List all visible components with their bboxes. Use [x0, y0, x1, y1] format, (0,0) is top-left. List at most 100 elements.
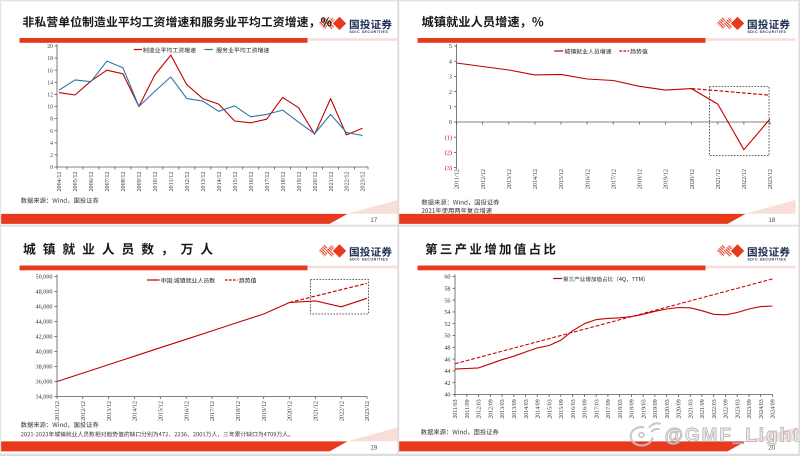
svg-text:18: 18 [47, 56, 53, 62]
svg-text:2022/03: 2022/03 [712, 399, 718, 418]
svg-text:SDIC SECURITIES: SDIC SECURITIES [349, 30, 388, 34]
svg-text:2016/12: 2016/12 [585, 169, 591, 189]
svg-text:16: 16 [47, 68, 53, 74]
svg-text:2005/12: 2005/12 [73, 172, 79, 192]
svg-text:12: 12 [47, 93, 53, 99]
svg-text:5: 5 [449, 43, 452, 50]
svg-text:2004/12: 2004/12 [57, 172, 63, 192]
svg-text:20: 20 [768, 445, 775, 452]
svg-text:14: 14 [47, 80, 53, 86]
svg-text:2006/12: 2006/12 [89, 172, 95, 192]
svg-text:38,000: 38,000 [35, 364, 52, 371]
svg-text:2016/12: 2016/12 [184, 401, 190, 421]
svg-text:(1): (1) [445, 134, 452, 141]
svg-text:0: 0 [50, 165, 53, 171]
svg-text:2011/12: 2011/12 [455, 169, 461, 189]
svg-text:2017/12: 2017/12 [210, 401, 216, 421]
svg-text:2014/03: 2014/03 [524, 399, 530, 418]
svg-text:2013/12: 2013/12 [201, 172, 207, 192]
svg-text:44: 44 [444, 368, 450, 375]
svg-text:18: 18 [768, 217, 775, 224]
svg-text:2024/03: 2024/03 [759, 399, 765, 418]
svg-text:2012/09: 2012/09 [489, 399, 495, 418]
svg-text:2011/09: 2011/09 [465, 399, 471, 418]
svg-text:2022/09: 2022/09 [724, 399, 730, 418]
svg-text:50,000: 50,000 [35, 274, 52, 281]
svg-text:52: 52 [444, 321, 450, 328]
svg-text:2014/12: 2014/12 [217, 172, 223, 192]
svg-text:2019/03: 2019/03 [641, 399, 647, 418]
svg-text:2018/03: 2018/03 [618, 399, 624, 418]
svg-text:2023/12: 2023/12 [365, 401, 371, 421]
svg-text:2020/12: 2020/12 [690, 169, 696, 189]
svg-text:2017/03: 2017/03 [594, 399, 600, 418]
svg-text:20: 20 [47, 44, 53, 50]
svg-text:2018/09: 2018/09 [630, 399, 636, 418]
svg-text:2018/12: 2018/12 [638, 169, 644, 189]
svg-text:2015/03: 2015/03 [547, 399, 553, 418]
svg-text:48: 48 [444, 345, 450, 352]
svg-text:36,000: 36,000 [35, 379, 52, 386]
svg-text:0: 0 [449, 119, 452, 126]
svg-text:2021/12: 2021/12 [716, 169, 722, 189]
svg-text:(2): (2) [445, 150, 452, 157]
svg-text:2020/12: 2020/12 [313, 172, 319, 192]
svg-text:2011/12: 2011/12 [169, 172, 175, 192]
svg-text:60: 60 [444, 274, 450, 281]
svg-text:40,000: 40,000 [35, 349, 52, 356]
svg-text:3: 3 [449, 74, 452, 81]
svg-text:2015/12: 2015/12 [159, 401, 165, 421]
svg-text:54: 54 [444, 309, 450, 316]
svg-text:2013/12: 2013/12 [507, 169, 513, 189]
svg-text:@GMF_Light: @GMF_Light [665, 425, 800, 446]
svg-text:2021/12: 2021/12 [314, 401, 320, 421]
svg-text:2017/12: 2017/12 [611, 169, 617, 189]
svg-text:2019/12: 2019/12 [297, 172, 303, 192]
svg-text:2015/12: 2015/12 [233, 172, 239, 192]
svg-text:2023/12: 2023/12 [361, 172, 367, 192]
svg-text:2021/09: 2021/09 [700, 399, 706, 418]
svg-text:2016/03: 2016/03 [571, 399, 577, 418]
svg-text:2022/12: 2022/12 [345, 172, 351, 192]
svg-text:48,000: 48,000 [35, 289, 52, 296]
svg-text:2020/12: 2020/12 [288, 401, 294, 421]
svg-text:2012/12: 2012/12 [481, 169, 487, 189]
svg-text:2008/12: 2008/12 [121, 172, 127, 192]
svg-text:50: 50 [444, 333, 450, 340]
svg-text:42: 42 [444, 380, 450, 387]
svg-text:SDIC SECURITIES: SDIC SECURITIES [349, 257, 388, 261]
svg-text:1: 1 [449, 104, 452, 111]
svg-text:2013/12: 2013/12 [107, 401, 113, 421]
svg-text:2: 2 [50, 153, 53, 159]
svg-text:2017/09: 2017/09 [606, 399, 612, 418]
svg-text:2017/12: 2017/12 [265, 172, 271, 192]
svg-text:58: 58 [444, 286, 450, 293]
svg-text:2020/09: 2020/09 [677, 399, 683, 418]
svg-text:2024/09: 2024/09 [771, 399, 777, 418]
svg-text:2023/03: 2023/03 [735, 399, 741, 418]
svg-text:46: 46 [444, 356, 450, 363]
svg-text:2012/12: 2012/12 [81, 401, 87, 421]
svg-text:40: 40 [444, 392, 450, 399]
svg-text:10: 10 [47, 105, 53, 111]
svg-text:2022/12: 2022/12 [742, 169, 748, 189]
svg-text:2014/12: 2014/12 [533, 169, 539, 189]
svg-text:6: 6 [50, 129, 53, 135]
svg-text:2013/03: 2013/03 [500, 399, 506, 418]
svg-text:2012/12: 2012/12 [185, 172, 191, 192]
svg-text:2018/12: 2018/12 [281, 172, 287, 192]
svg-text:2023/09: 2023/09 [747, 399, 753, 418]
svg-text:2010/12: 2010/12 [153, 172, 159, 192]
svg-text:2015/09: 2015/09 [559, 399, 565, 418]
svg-text:2009/12: 2009/12 [137, 172, 143, 192]
svg-text:2: 2 [449, 89, 452, 96]
svg-text:2021/12: 2021/12 [329, 172, 335, 192]
svg-text:SDIC SECURITIES: SDIC SECURITIES [747, 257, 786, 261]
svg-text:SDIC SECURITIES: SDIC SECURITIES [747, 30, 786, 34]
svg-text:56: 56 [444, 297, 450, 304]
svg-text:2011/12: 2011/12 [55, 401, 61, 421]
svg-text:2012/03: 2012/03 [477, 399, 483, 418]
svg-text:2018/12: 2018/12 [236, 401, 242, 421]
svg-text:44,000: 44,000 [35, 319, 52, 326]
svg-text:19: 19 [370, 445, 377, 452]
